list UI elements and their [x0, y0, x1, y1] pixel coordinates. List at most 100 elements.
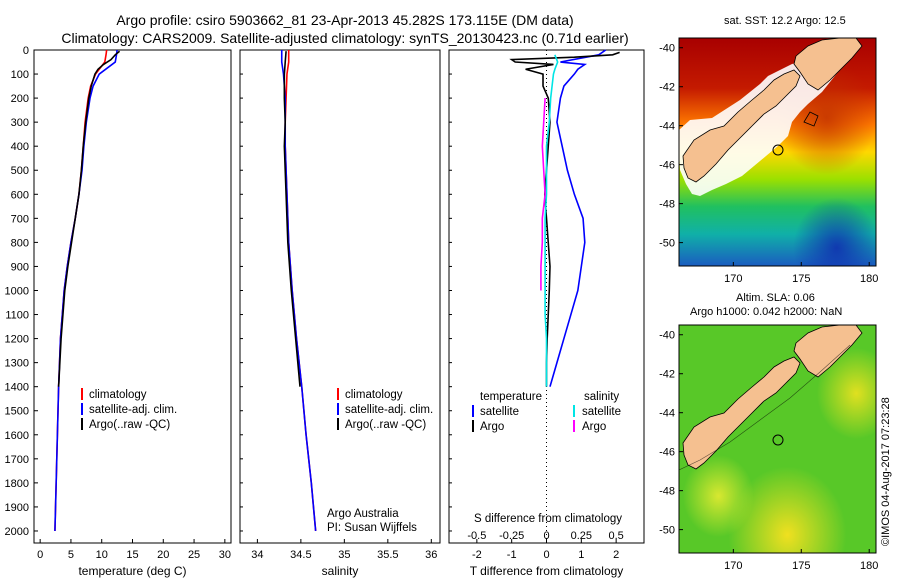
x-tick-label: 0: [543, 549, 549, 561]
temperature-axes-box: [33, 49, 232, 544]
difference-panel: [448, 49, 645, 544]
depth-tick-label: 900: [11, 261, 29, 273]
x-axis-label: T difference from climatology: [470, 564, 624, 578]
sla-lat-label: -42: [659, 369, 675, 381]
sst-map: [678, 37, 877, 267]
x-tick-label: 0: [37, 549, 43, 561]
x-tick-label: -2: [472, 549, 482, 561]
depth-tick-label: 400: [11, 141, 29, 153]
sst-contour: [803, 111, 819, 127]
legend-entry: satellite: [582, 406, 621, 418]
diff-sal-satellite: [544, 54, 559, 387]
annotation-line2: PI: Susan Wijffels: [327, 522, 417, 534]
sla-lat-label: -40: [659, 330, 675, 342]
depth-tick-label: 300: [11, 117, 29, 129]
depth-tick-label: 1900: [5, 502, 29, 514]
depth-tick-label: 500: [11, 165, 29, 177]
sla-lon-label: 180: [860, 560, 878, 572]
top-axis-tick-label: 0: [543, 530, 549, 542]
legend-entry: Argo(..raw -QC): [345, 419, 426, 431]
x-axis-label: salinity: [322, 564, 359, 578]
x-tick-label: 30: [219, 549, 231, 561]
top-axis-tick-label: 0.5: [608, 530, 623, 542]
depth-tick-label: 1600: [5, 430, 29, 442]
depth-tick-label: 200: [11, 93, 29, 105]
legend-entry: satellite-adj. clim.: [89, 404, 177, 416]
x-tick-label: 20: [157, 549, 169, 561]
legend-entry: climatology: [345, 389, 403, 401]
sla-argo-position-marker: [772, 434, 784, 446]
depth-tick-label: 800: [11, 237, 29, 249]
depth-tick-label: 1200: [5, 334, 29, 346]
sst-lat-label: -46: [659, 160, 675, 172]
figure-title-line1: Argo profile: csiro 5903662_81 23-Apr-20…: [116, 12, 574, 28]
legend-heading-temperature: temperature: [480, 391, 542, 403]
top-axis-label: S difference from climatology: [474, 513, 622, 525]
legend-heading-salinity: salinity: [584, 391, 619, 403]
sst-lat-label: -42: [659, 82, 675, 94]
x-tick-label: 5: [68, 549, 74, 561]
legend-entry: Argo(..raw -QC): [89, 419, 170, 431]
top-axis-tick-label: 0.25: [571, 530, 592, 542]
legend-entry: Argo: [480, 421, 504, 433]
x-tick-label: 2: [613, 549, 619, 561]
sst-lat-label: -50: [659, 238, 675, 250]
annotation-line1: Argo Australia: [327, 508, 399, 520]
sla-isobath: [679, 344, 851, 471]
x-tick-label: 34.5: [290, 549, 311, 561]
sla-lat-label: -44: [659, 408, 675, 420]
x-tick-label: 34: [251, 549, 263, 561]
sst-lat-label: -48: [659, 199, 675, 211]
dynamic-marks: 0100200300400500600700800900100011001200…: [5, 43, 879, 578]
figure-title-line2: Climatology: CARS2009. Satellite-adjuste…: [61, 30, 629, 46]
sla-lat-label: -50: [659, 525, 675, 537]
depth-tick-label: 1300: [5, 358, 29, 370]
sla-map: [678, 324, 877, 554]
sst-lat-label: -40: [659, 43, 675, 55]
depth-tick-label: 2000: [5, 526, 29, 538]
sst-map-title: sat. SST: 12.2 Argo: 12.5: [724, 15, 846, 27]
sla-map-title-line1: Altim. SLA: 0.06: [736, 292, 815, 304]
x-tick-label: 10: [96, 549, 108, 561]
sla-map-frame: [678, 324, 877, 554]
north-island-land: [793, 38, 863, 91]
depth-tick-label: 1500: [5, 406, 29, 418]
diff-sal-argo: [540, 98, 546, 291]
depth-tick-label: 1000: [5, 285, 29, 297]
top-axis-tick-label: -0.25: [499, 530, 524, 542]
south-island-land: [682, 69, 801, 183]
depth-tick-label: 1800: [5, 478, 29, 490]
sst-lon-label: 170: [724, 273, 742, 285]
sst-lon-label: 180: [860, 273, 878, 285]
difference-axes-box: [448, 49, 645, 544]
legend-entry: climatology: [89, 389, 147, 401]
sla-south-island-land: [682, 356, 801, 470]
x-axis-label: temperature (deg C): [78, 564, 186, 578]
sla-lat-label: -48: [659, 486, 675, 498]
depth-tick-label: 600: [11, 189, 29, 201]
sst-lon-label: 175: [792, 273, 810, 285]
legend-entry: satellite: [480, 406, 519, 418]
profile-line-2: [57, 50, 121, 387]
legend-entry: Argo: [582, 421, 606, 433]
depth-tick-label: 1400: [5, 382, 29, 394]
sst-lat-label: -44: [659, 121, 675, 133]
sst-argo-position-marker: [772, 144, 784, 156]
top-axis-tick-label: -0.5: [467, 530, 486, 542]
legend-entry: satellite-adj. clim.: [345, 404, 433, 416]
sla-north-island-land: [793, 325, 863, 378]
depth-tick-label: 1100: [5, 310, 29, 322]
temperature-panel: [33, 49, 232, 544]
imos-credit: ©IMOS 04-Aug-2017 07:23:28: [880, 397, 892, 546]
depth-tick-label: 1700: [5, 454, 29, 466]
diff-temp-satellite: [549, 49, 607, 387]
sst-map-frame: [678, 37, 877, 267]
sla-lat-label: -46: [659, 447, 675, 459]
depth-tick-label: 100: [11, 69, 29, 81]
x-tick-label: 35.5: [377, 549, 398, 561]
diff-temp-argo: [509, 51, 620, 387]
x-tick-label: 36: [425, 549, 437, 561]
depth-tick-label: 700: [11, 213, 29, 225]
x-tick-label: -1: [507, 549, 517, 561]
